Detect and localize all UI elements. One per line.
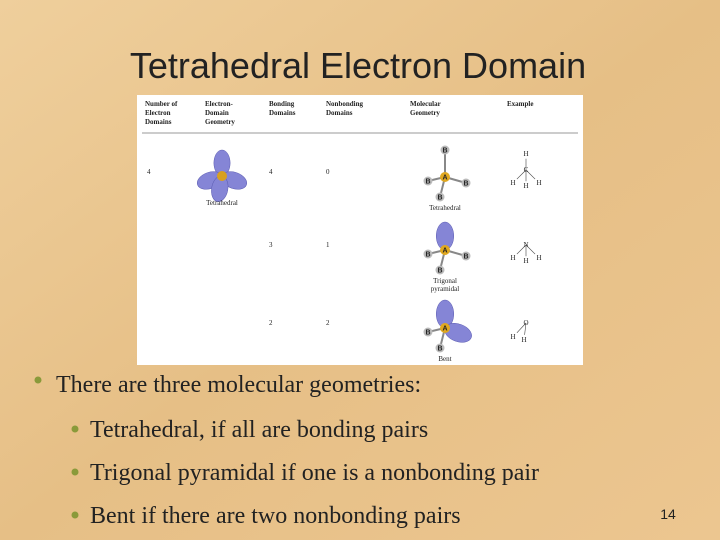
- molecular-geometry: Tetrahedral: [429, 204, 461, 212]
- column-header: Geometry: [205, 118, 235, 126]
- column-header: Electron: [145, 109, 171, 117]
- column-header: Domains: [326, 109, 353, 117]
- atom-label: B: [437, 195, 442, 202]
- column-header: Domains: [145, 118, 172, 126]
- molecular-geometry: Trigonal: [433, 277, 457, 285]
- atom-label: B: [425, 330, 430, 337]
- nonbonding-count: 2: [326, 319, 330, 327]
- atom-label: B: [425, 179, 430, 186]
- atom: [461, 251, 471, 261]
- bullet-sub: Trigonal pyramidal if one is a nonbondin…: [90, 460, 539, 486]
- bullet-sub: Tetrahedral, if all are bonding pairs: [90, 417, 428, 443]
- atom: [423, 327, 433, 337]
- atom: [435, 265, 445, 275]
- atom: [423, 176, 433, 186]
- example-ligand: H: [536, 254, 541, 262]
- nonbonding-count: 0: [326, 168, 330, 176]
- bullet-dot: [71, 468, 79, 476]
- atom: [440, 323, 450, 333]
- column-header: Nonbonding: [326, 100, 363, 108]
- bullet-sub: Bent if there are two nonbonding pairs: [90, 503, 461, 529]
- bonding-count: 4: [269, 168, 273, 176]
- bullet-dot: [71, 511, 79, 519]
- table-image: [137, 95, 583, 365]
- bullet-dot: [34, 376, 42, 384]
- example-ligand: H: [521, 336, 526, 344]
- example-bond: [516, 322, 527, 334]
- atom: [435, 192, 445, 202]
- atom-label: A: [442, 248, 447, 255]
- atom-label: B: [437, 268, 442, 275]
- bullet-list: There are three molecular geometries: Tet…: [34, 372, 539, 529]
- column-header: Example: [507, 100, 533, 108]
- atom-label: A: [442, 175, 447, 182]
- atom-label: B: [463, 181, 468, 188]
- atom: [423, 249, 433, 259]
- geometry-name: Tetrahedral: [206, 199, 238, 207]
- example-ligand: H: [510, 333, 515, 341]
- bonding-count: 3: [269, 241, 273, 249]
- atom-label: B: [437, 346, 442, 353]
- atom-label: B: [442, 148, 447, 155]
- atom-label: B: [463, 254, 468, 261]
- example-ligand: H: [510, 179, 515, 187]
- column-header: Electron-: [205, 100, 234, 108]
- column-header: Molecular: [410, 100, 441, 108]
- column-header: Geometry: [410, 109, 440, 117]
- column-header: Number of: [145, 100, 178, 108]
- example-ligand: H: [510, 254, 515, 262]
- nonbonding-count: 1: [326, 241, 330, 249]
- atom-label: A: [442, 326, 447, 333]
- page-number: 14: [660, 506, 676, 522]
- atom-label: B: [425, 252, 430, 259]
- example-ligand: H: [523, 257, 528, 265]
- atom: [440, 172, 450, 182]
- example-ligand: H: [523, 182, 528, 190]
- bullet-dot: [71, 425, 79, 433]
- slide-title: Tetrahedral Electron Domain: [130, 45, 586, 86]
- central-nucleus: [217, 171, 227, 181]
- column-header: Domains: [269, 109, 296, 117]
- domain-count: 4: [147, 168, 151, 176]
- column-header: Domain: [205, 109, 229, 117]
- atom: [435, 343, 445, 353]
- molecular-geometry: Bent: [438, 355, 451, 363]
- atom: [440, 245, 450, 255]
- example-bond: [524, 322, 527, 335]
- example-ligand: H: [523, 150, 528, 158]
- atom: [461, 178, 471, 188]
- example-bond: [525, 244, 536, 255]
- molecular-geometry: pyramidal: [431, 285, 459, 293]
- example-bond: [516, 244, 527, 255]
- example-bond: [525, 169, 536, 180]
- atom: [440, 145, 450, 155]
- example-bond: [516, 169, 527, 180]
- column-header: Bonding: [269, 100, 295, 108]
- bullet-main: There are three molecular geometries:: [56, 372, 421, 398]
- bonding-count: 2: [269, 319, 273, 327]
- example-ligand: H: [536, 179, 541, 187]
